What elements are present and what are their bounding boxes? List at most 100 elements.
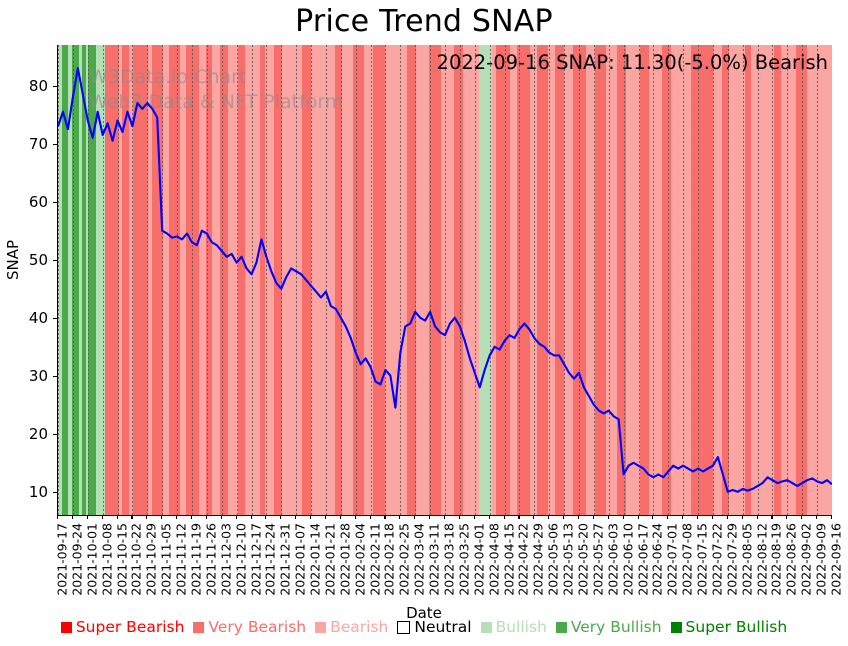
y-tick-mark [53,259,57,261]
grid-line [712,45,714,515]
legend-item[interactable]: Very Bearish [193,618,306,636]
x-axis: 2021-09-17 2021-09-24 2021-10-01 2021-10-08… [54,515,844,610]
sentiment-band [71,45,80,515]
x-tick-label: 2022-08-26 [783,523,799,596]
sentiment-band [530,45,538,515]
sentiment-band [88,45,97,515]
grid-line [191,45,193,515]
grid-line [340,45,342,515]
legend-item[interactable]: Super Bullish [670,618,787,636]
y-tick-mark [53,85,57,87]
grid-line [445,45,446,515]
grid-line [87,45,89,515]
x-tick-mark [458,515,460,519]
legend-item[interactable]: Bearish [315,618,388,636]
sentiment-band [744,45,753,515]
y-tick-mark [53,143,57,145]
grid-line [58,45,59,515]
watermark-layer: W3Data.io Chart Web3 Data & NFT Platform [58,45,832,515]
y-tick-mark [53,491,57,493]
sentiment-band [491,45,498,515]
x-tick-label: 2021-09-24 [69,523,85,596]
sentiment-band [129,45,134,515]
sentiment-band [729,45,746,515]
sentiment-band [691,45,715,515]
x-tick-mark [592,515,594,519]
x-tick-mark [682,515,684,519]
x-tick-label: 2021-10-29 [143,523,159,596]
sentiment-band [245,45,261,515]
y-tick-mark [53,433,57,435]
x-tick-mark [414,515,416,519]
x-tick-mark [637,515,639,519]
x-tick-mark [786,515,788,519]
legend-swatch [193,621,205,633]
x-tick-label: 2022-03-11 [426,523,442,596]
x-tick-label: 2022-03-18 [441,523,457,596]
x-tick-mark [295,515,297,519]
sentiment-band [670,45,692,515]
sentiment-band [122,45,130,515]
x-tick-mark [711,515,714,519]
x-tick-mark [607,515,609,519]
watermark: W3Data.io Chart Web3 Data & NFT Platform [89,66,344,113]
x-tick-label: 2021-10-01 [84,523,100,596]
x-tick-label: 2022-03-25 [456,523,472,596]
sentiment-band [264,45,275,515]
sentiment-band [606,45,618,515]
x-tick-mark [622,515,624,519]
legend-item[interactable]: Very Bullish [555,618,662,636]
grid-line [564,45,566,515]
grid-line [325,45,327,515]
x-tick-label: 2021-11-12 [173,523,189,596]
grid-line [296,45,298,515]
x-tick-label: 2021-09-17 [54,523,70,596]
grid-line [787,45,789,515]
sentiment-band [105,45,120,515]
x-tick-label: 2022-09-09 [813,523,829,596]
x-tick-label: 2022-07-08 [679,523,695,596]
sentiment-band [152,45,164,515]
x-tick-mark [280,515,282,519]
grid-layer [58,45,832,515]
sentiment-band [133,45,149,515]
x-tick-mark [473,515,475,519]
legend-item[interactable]: Bullish [480,618,547,636]
grid-line [102,45,104,515]
x-tick-mark [816,515,818,519]
x-tick-mark [250,515,252,519]
grid-line [534,45,536,515]
y-axis-label: SNAP [4,239,22,280]
y-tick-label: 20 [28,424,48,443]
x-tick-mark [190,515,193,519]
x-tick-label: 2022-04-01 [471,523,487,596]
x-tick-mark [116,515,118,519]
x-tick-mark [354,515,356,519]
x-tick-label: 2022-02-11 [367,523,383,596]
sentiment-band [212,45,221,515]
y-tick-label: 50 [28,250,48,269]
x-tick-mark [652,515,654,519]
sentiment-band [773,45,782,515]
x-tick-mark [563,515,565,519]
x-tick-mark [741,515,743,519]
sentiment-band [547,45,556,515]
sentiment-band [406,45,417,515]
sentiment-band [260,45,266,515]
x-tick-mark [101,515,103,519]
legend-item[interactable]: Super Bearish [60,618,184,636]
sentiment-band [751,45,775,515]
x-tick-label: 2022-03-04 [411,523,427,596]
legend-label: Very Bullish [570,618,662,636]
legend-item[interactable]: Neutral [397,618,472,636]
grid-line [742,45,744,515]
sentiment-band [179,45,187,515]
grid-line [698,45,700,515]
x-tick-label: 2022-07-01 [664,523,680,596]
sentiment-band [509,45,518,515]
y-tick-mark [53,201,57,203]
x-tick-label: 2022-06-24 [649,523,665,596]
sentiment-band [118,45,124,515]
sentiment-band [807,45,832,515]
